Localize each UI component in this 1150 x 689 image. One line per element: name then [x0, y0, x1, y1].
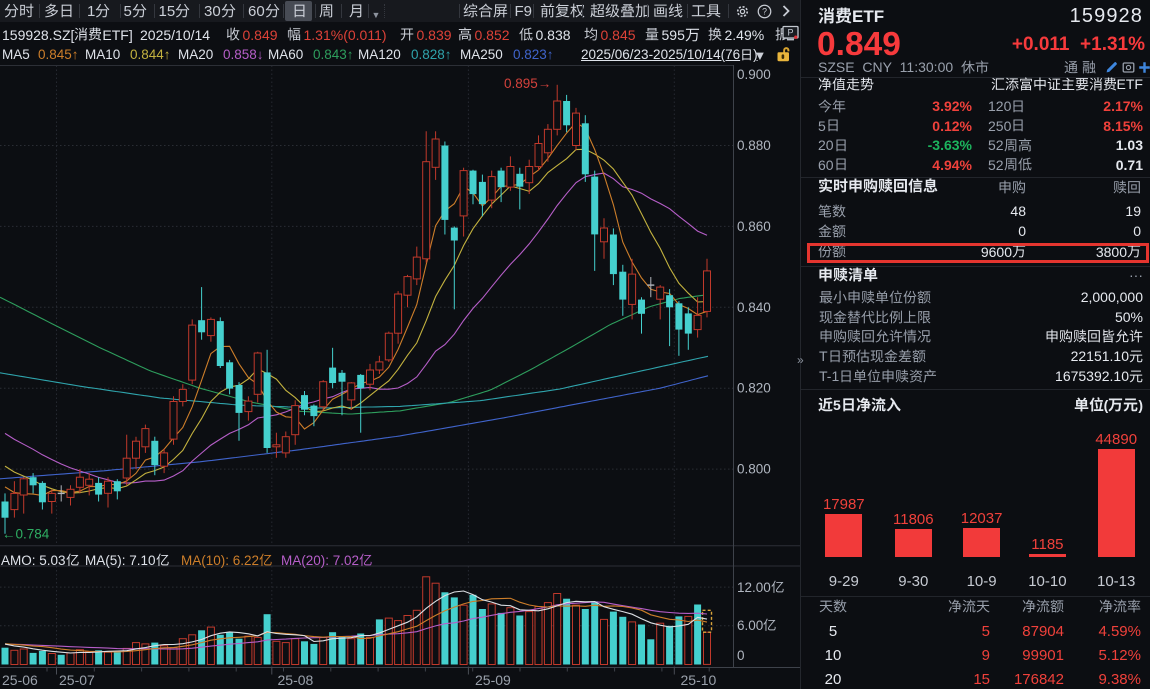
svg-text:0.880: 0.880 [737, 138, 771, 153]
svg-text:0.840: 0.840 [737, 300, 771, 315]
svg-text:0.900: 0.900 [737, 67, 771, 82]
svg-text:0.800: 0.800 [737, 462, 771, 477]
svg-text:0.820: 0.820 [737, 381, 771, 396]
svg-text:P: P [787, 28, 793, 38]
svg-text:0.895→: 0.895→ [504, 76, 551, 91]
svg-text:0.860: 0.860 [737, 219, 771, 234]
svg-text:?: ? [762, 7, 767, 17]
svg-text:←0.784: ←0.784 [2, 526, 50, 541]
